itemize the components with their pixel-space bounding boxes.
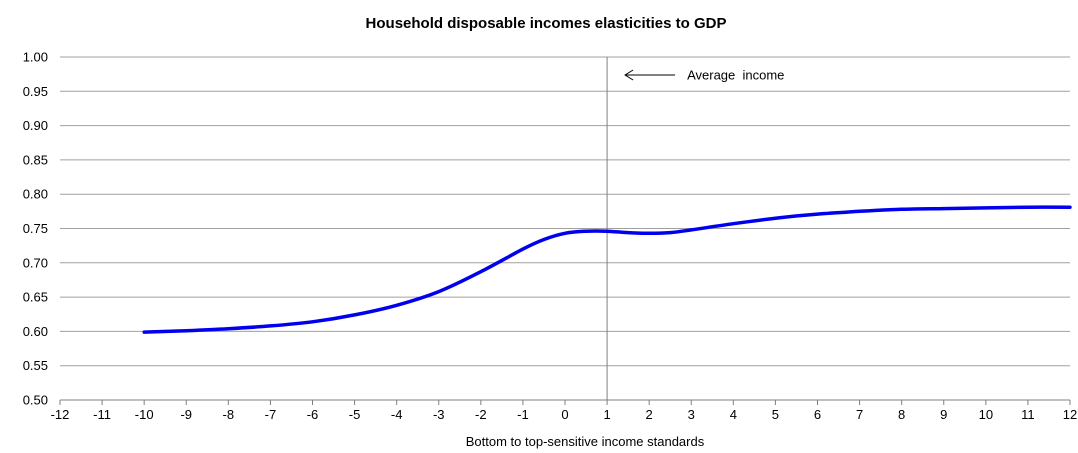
x-tick-label: -2 — [475, 407, 487, 422]
x-tick-label: -3 — [433, 407, 445, 422]
y-tick-label: 0.55 — [23, 358, 48, 373]
x-tick-label: 12 — [1063, 407, 1077, 422]
y-tick-label: 0.65 — [23, 290, 48, 305]
x-tick-label: 8 — [898, 407, 905, 422]
y-tick-label: 0.60 — [23, 324, 48, 339]
y-tick-label: 0.75 — [23, 221, 48, 236]
x-tick-label: 3 — [688, 407, 695, 422]
y-tick-label: 0.50 — [23, 393, 48, 408]
x-tick-label: 2 — [646, 407, 653, 422]
x-tick-label: -11 — [93, 407, 111, 422]
x-tick-label: 1 — [603, 407, 610, 422]
y-tick-label: 1.00 — [23, 50, 48, 65]
x-tick-label: 6 — [814, 407, 821, 422]
x-tick-label: 0 — [561, 407, 568, 422]
x-tick-label: -9 — [180, 407, 192, 422]
annotation: Average income — [624, 68, 784, 83]
y-tick-label: 0.90 — [23, 118, 48, 133]
x-tick-label: -10 — [135, 407, 154, 422]
chart-title: Household disposable incomes elasticitie… — [366, 15, 727, 32]
series-line — [142, 205, 1072, 334]
x-tick-label: -12 — [51, 407, 70, 422]
x-tick-label: -7 — [265, 407, 277, 422]
y-axis-ticks: 0.50 0.55 0.60 0.65 0.70 0.75 0.80 0.85 0.90 0.95… — [23, 50, 48, 408]
y-tick-label: 0.80 — [23, 187, 48, 202]
x-tick-label: 9 — [940, 407, 947, 422]
y-tick-label: 0.85 — [23, 152, 48, 167]
x-tick-label: -8 — [223, 407, 235, 422]
x-tick-label: -6 — [307, 407, 319, 422]
x-tick-label: -1 — [517, 407, 529, 422]
y-tick-label: 0.95 — [23, 84, 48, 99]
x-tick-label: 11 — [1021, 407, 1035, 422]
x-axis-ticks: -12 -11 -10 -9 -8 -7 -6 -5 -4 -3 -2 -1 0 1 2 3 4 5 6 7 8 9 10 1… — [51, 400, 1077, 422]
x-axis-label: Bottom to top-sensitive income standards — [466, 434, 705, 449]
grid — [60, 56, 1070, 401]
annotation-text: Average income — [687, 68, 784, 83]
x-tick-label: -5 — [349, 407, 361, 422]
x-tick-label: -4 — [391, 407, 403, 422]
y-tick-label: 0.70 — [23, 255, 48, 270]
annotation-arrow-head — [624, 69, 634, 81]
x-tick-label: 5 — [772, 407, 779, 422]
x-tick-label: 7 — [856, 407, 863, 422]
x-tick-label: 10 — [979, 407, 993, 422]
x-tick-label: 4 — [730, 407, 737, 422]
